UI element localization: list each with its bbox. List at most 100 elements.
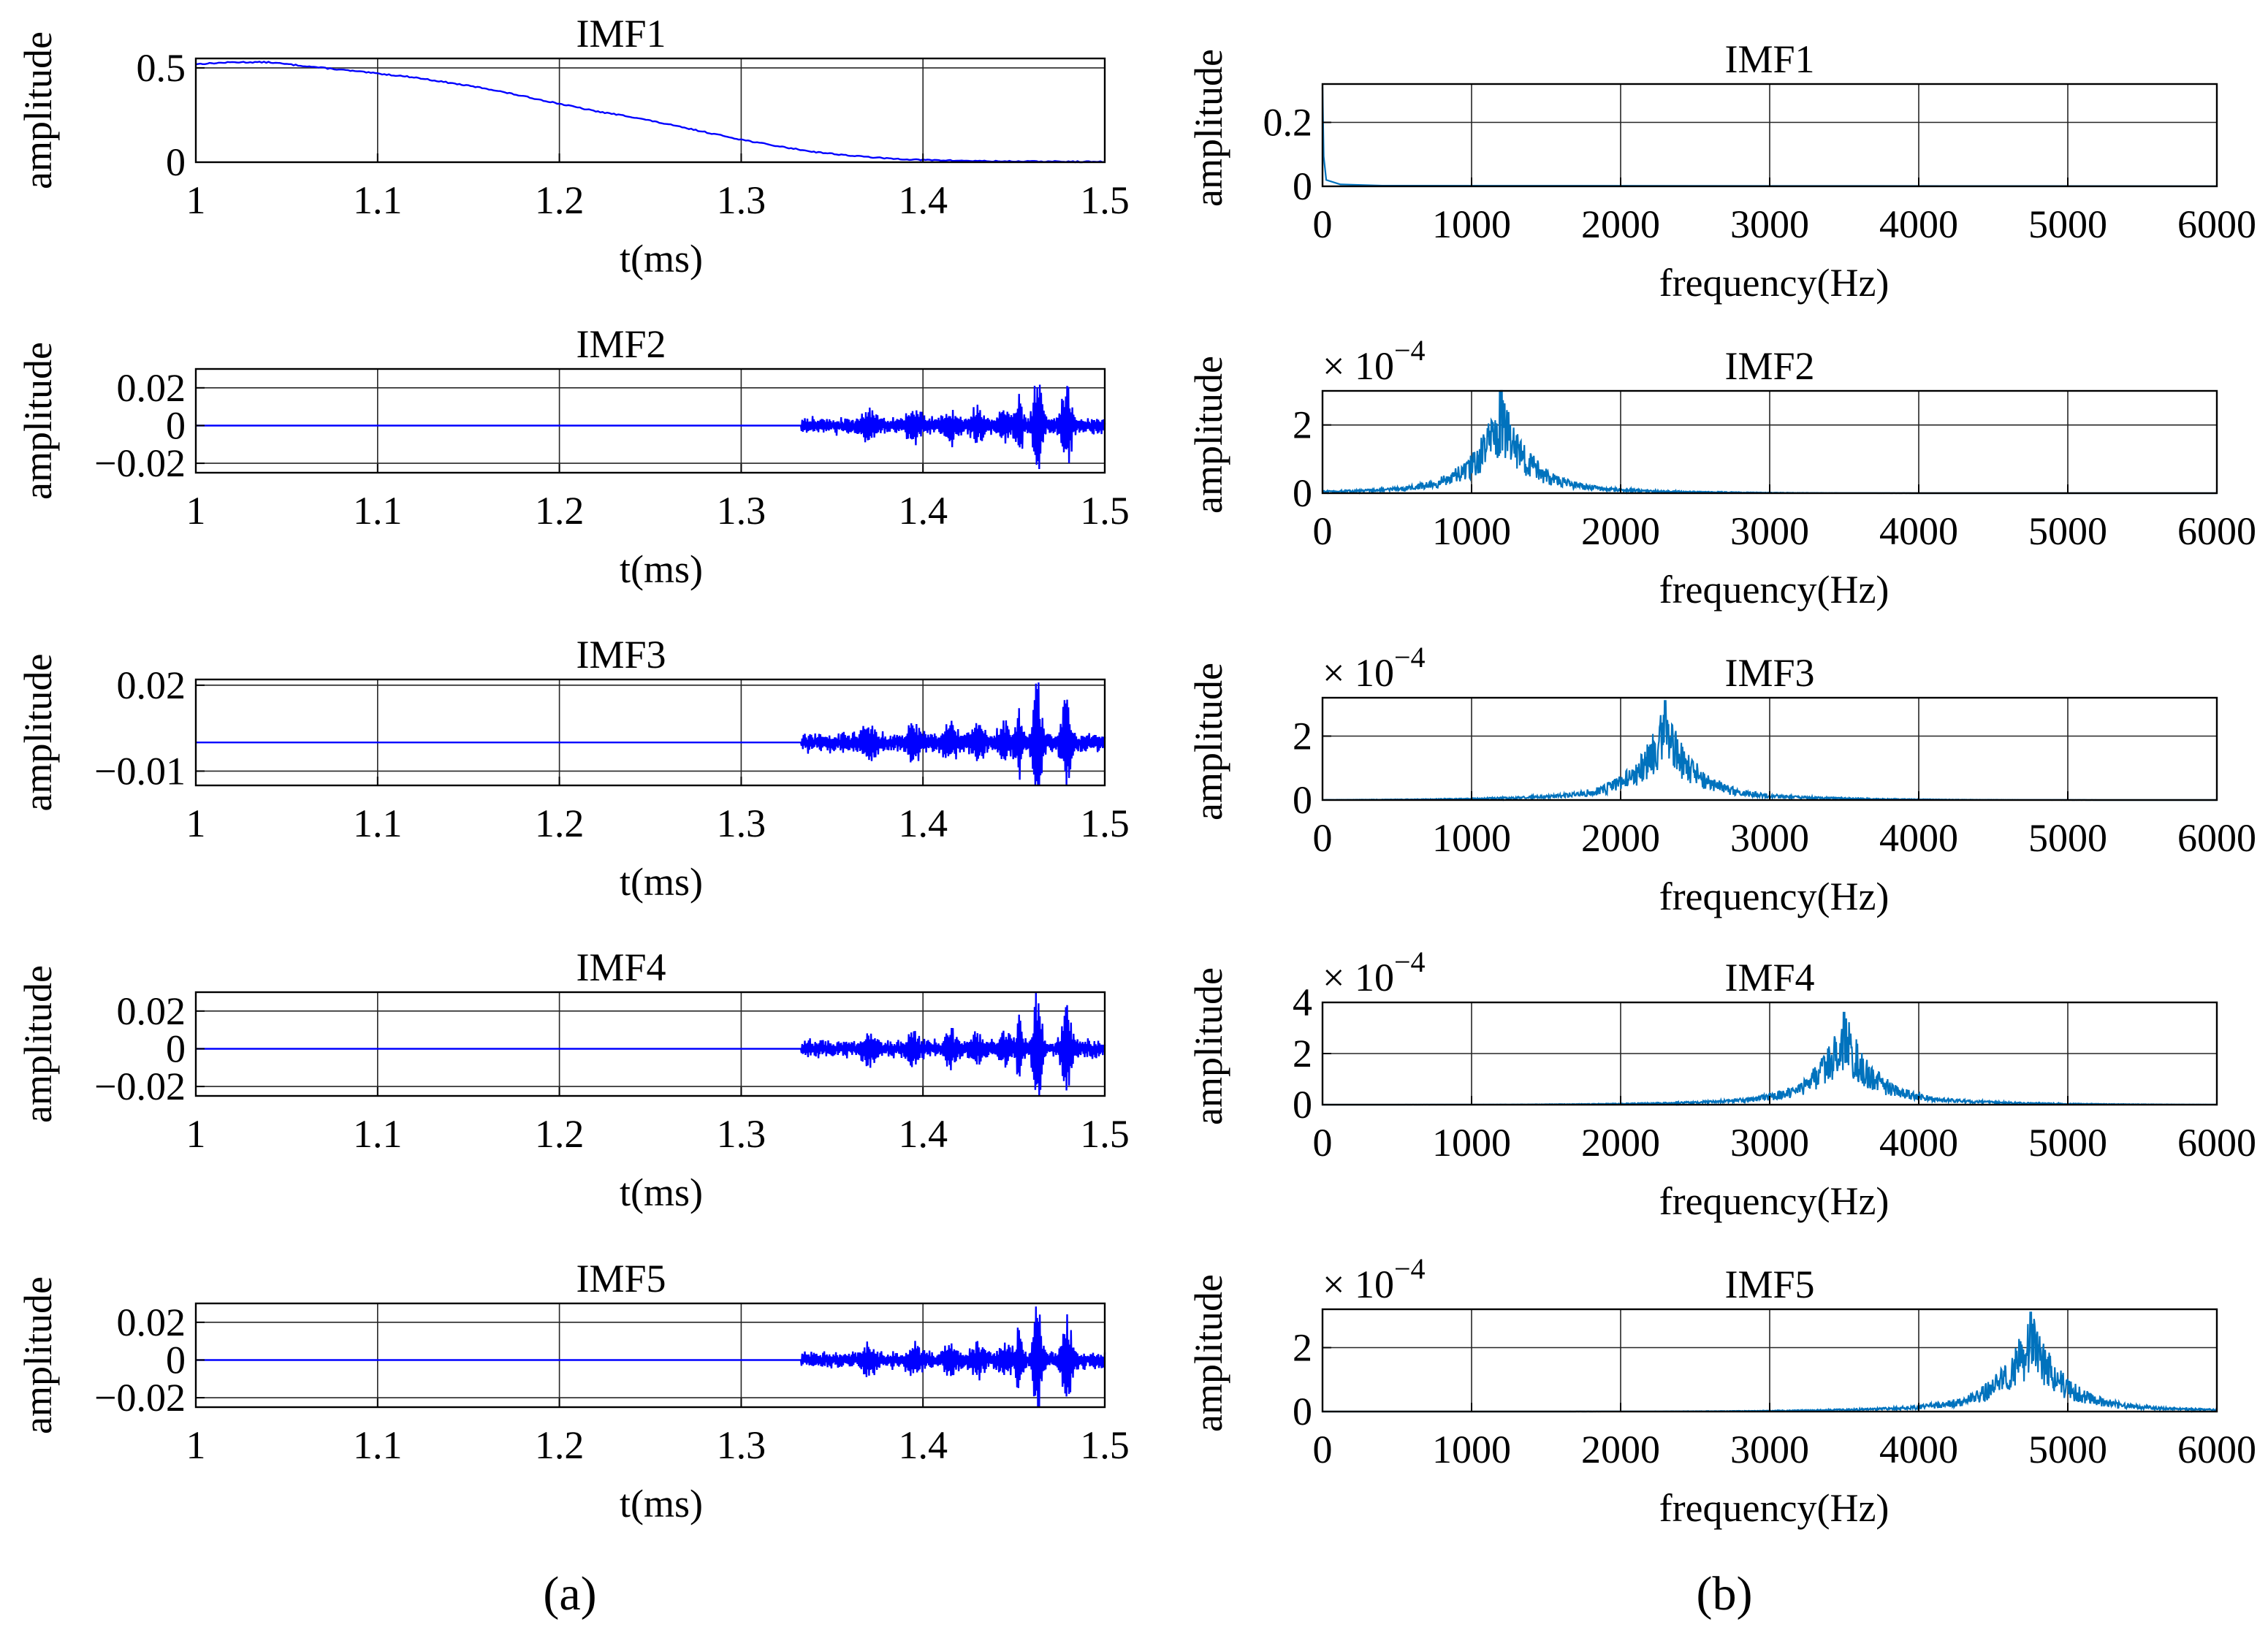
exponent-power: −4 (1394, 945, 1426, 978)
y-tick-label: 2 (1293, 1326, 1312, 1370)
exponent-label: × 10−4 (1323, 334, 1426, 388)
axes-box (194, 367, 1106, 474)
x-tick-label: 3000 (1730, 202, 1809, 246)
x-tick-label: 1.5 (1080, 178, 1130, 222)
y-tick-label: −0.01 (94, 749, 186, 793)
x-tick-label: 2000 (1581, 1121, 1660, 1165)
chart-b5: 0 1000 2000 3000 4000 5000 6000 0 2 IMF5 frequency… (1187, 1252, 2256, 1530)
y-axis-label: amplitude (1187, 1274, 1230, 1432)
y-axis-label: amplitude (1187, 356, 1230, 514)
x-tick-label: 1.5 (1080, 1112, 1130, 1156)
x-tick-label: 1000 (1432, 509, 1511, 553)
x-tick-label: 1.2 (535, 178, 585, 222)
x-tick-label: 1.3 (717, 489, 766, 533)
x-tick-label: 1 (186, 489, 206, 533)
y-tick-label: 0.2 (1263, 101, 1313, 145)
y-tick-label: 2 (1293, 715, 1312, 758)
x-tick-label: 1.2 (535, 489, 585, 533)
series-line-a4 (196, 991, 1106, 1097)
chart-title: IMF1 (576, 12, 666, 56)
x-tick-label: 1.5 (1080, 801, 1130, 845)
x-tick-label: 4000 (1879, 1428, 1958, 1471)
exponent-power: −4 (1394, 641, 1426, 674)
x-axis-label: t(ms) (620, 237, 703, 281)
chart-title: IMF1 (1724, 37, 1814, 81)
x-tick-label: 1.1 (353, 801, 403, 845)
chart-title: IMF4 (576, 945, 666, 989)
x-tick-label: 1.1 (353, 489, 403, 533)
y-tick-label: 0.02 (117, 663, 186, 707)
chart-title: IMF3 (576, 633, 666, 677)
x-tick-label: 1 (186, 1423, 206, 1467)
exponent-label: × 10−4 (1323, 641, 1426, 695)
chart-a1: 1 1.1 1.2 1.3 1.4 1.5 0 0.5 IMF1 t(ms) amplitude (16, 12, 1130, 281)
x-axis-label: t(ms) (620, 860, 703, 904)
x-axis-label: t(ms) (620, 1482, 703, 1526)
x-tick-label: 1000 (1432, 202, 1511, 246)
y-axis-label: amplitude (1187, 49, 1230, 207)
y-axis-label: amplitude (16, 1276, 60, 1434)
x-tick-label: 2000 (1581, 1428, 1660, 1471)
x-tick-label: 3000 (1730, 509, 1809, 553)
x-tick-label: 1.2 (535, 1112, 585, 1156)
y-axis-label: amplitude (16, 654, 60, 812)
y-tick-label: −0.02 (94, 1376, 186, 1420)
x-tick-label: 1.3 (717, 801, 766, 845)
x-tick-label: 0 (1313, 1428, 1333, 1471)
x-tick-label: 1.4 (898, 1423, 948, 1467)
chart-b3: 0 1000 2000 3000 4000 5000 6000 0 2 IMF3 frequency… (1187, 641, 2256, 918)
x-tick-label: 1.1 (353, 178, 403, 222)
x-tick-label: 1.4 (898, 489, 948, 533)
x-tick-label: 1.2 (535, 1423, 585, 1467)
series-line-a5 (196, 1306, 1106, 1408)
x-tick-label: 1.4 (898, 1112, 948, 1156)
y-axis-label: amplitude (16, 342, 60, 500)
x-axis-label: frequency(Hz) (1659, 875, 1890, 918)
y-tick-label: 0 (1293, 1083, 1312, 1127)
x-tick-label: 1.4 (898, 801, 948, 845)
x-tick-label: 3000 (1730, 1121, 1809, 1165)
exponent-power: −4 (1394, 1252, 1426, 1285)
exponent-label: × 10−4 (1323, 945, 1426, 999)
chart-title: IMF5 (1724, 1263, 1814, 1306)
x-tick-label: 0 (1313, 816, 1333, 860)
chart-title: IMF2 (1724, 344, 1814, 388)
x-tick-label: 6000 (2177, 202, 2256, 246)
x-tick-label: 5000 (2028, 1428, 2107, 1471)
y-axis-label: amplitude (16, 965, 60, 1123)
x-tick-label: 4000 (1879, 202, 1958, 246)
x-tick-label: 5000 (2028, 816, 2107, 860)
x-tick-label: 6000 (2177, 1428, 2256, 1471)
y-tick-label: 0.02 (117, 989, 186, 1033)
x-tick-label: 1 (186, 178, 206, 222)
x-tick-label: 5000 (2028, 509, 2107, 553)
y-axis-label: amplitude (1187, 663, 1230, 820)
chart-b2: 0 1000 2000 3000 4000 5000 6000 0 2 IMF2 frequency… (1187, 334, 2256, 612)
x-tick-label: 1.1 (353, 1112, 403, 1156)
x-tick-label: 3000 (1730, 1428, 1809, 1471)
x-tick-label: 1.4 (898, 178, 948, 222)
chart-b4: 0 1000 2000 3000 4000 5000 6000 0 2 4 IMF4 frequenc… (1187, 945, 2256, 1223)
axes-box (194, 1302, 1106, 1409)
x-tick-label: 6000 (2177, 1121, 2256, 1165)
y-tick-label: −0.02 (94, 1065, 186, 1108)
y-tick-label: −0.02 (94, 441, 186, 485)
x-tick-label: 5000 (2028, 1121, 2107, 1165)
x-tick-label: 1000 (1432, 1428, 1511, 1471)
x-tick-label: 4000 (1879, 509, 1958, 553)
x-tick-label: 6000 (2177, 816, 2256, 860)
x-tick-label: 0 (1313, 509, 1333, 553)
x-tick-label: 4000 (1879, 1121, 1958, 1165)
x-tick-label: 3000 (1730, 816, 1809, 860)
axes-box (194, 991, 1106, 1097)
x-tick-label: 1.3 (717, 178, 766, 222)
x-tick-label: 1000 (1432, 1121, 1511, 1165)
x-axis-label: t(ms) (620, 547, 703, 591)
x-axis-label: frequency(Hz) (1659, 568, 1890, 612)
x-axis-label: frequency(Hz) (1659, 261, 1890, 305)
x-tick-label: 1.5 (1080, 489, 1130, 533)
axes-box (194, 57, 1106, 164)
